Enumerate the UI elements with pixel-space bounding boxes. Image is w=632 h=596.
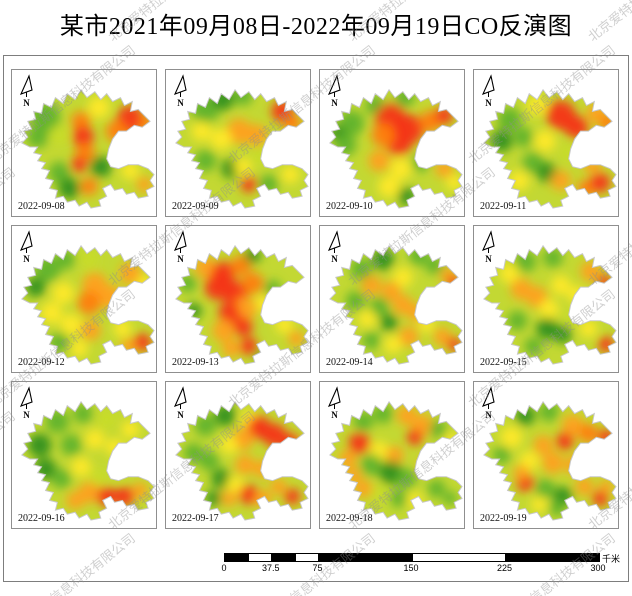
map-panel: N 2022-09-13 [165, 225, 311, 373]
north-arrow-icon: N [19, 386, 33, 420]
scale-bar-segment [412, 554, 506, 561]
scale-tick-label: 150 [403, 563, 419, 573]
co-heatmap [329, 401, 463, 521]
panel-date-label: 2022-09-13 [172, 357, 219, 368]
map-panel: N 2022-09-10 [319, 69, 465, 217]
map-panel: N 2022-09-15 [473, 225, 619, 373]
map-panel: N 2022-09-17 [165, 381, 311, 529]
north-label: N [485, 98, 492, 108]
map-panel: N 2022-09-09 [165, 69, 311, 217]
panel-date-label: 2022-09-09 [172, 201, 219, 212]
map-panel: N 2022-09-12 [11, 225, 157, 373]
panel-date-label: 2022-09-12 [18, 357, 65, 368]
scale-tick-label: 225 [496, 563, 513, 573]
panel-date-label: 2022-09-16 [18, 513, 65, 524]
north-label: N [23, 410, 30, 420]
north-arrow-icon: N [173, 74, 187, 108]
co-heatmap [21, 89, 155, 209]
co-heatmap [483, 89, 617, 209]
scale-bar-segment [271, 554, 296, 561]
scale-bar-segment [248, 554, 272, 561]
map-panel: N 2022-09-19 [473, 381, 619, 529]
north-label: N [331, 254, 338, 264]
map-panel: N 2022-09-16 [11, 381, 157, 529]
north-label: N [331, 98, 338, 108]
map-panel: N 2022-09-14 [319, 225, 465, 373]
co-heatmap [483, 401, 617, 521]
north-label: N [331, 410, 338, 420]
north-arrow-icon: N [19, 230, 33, 264]
panel-date-label: 2022-09-18 [326, 513, 373, 524]
map-panel: N 2022-09-08 [11, 69, 157, 217]
north-arrow-icon: N [481, 74, 495, 108]
north-label: N [23, 254, 30, 264]
figure-frame: N 2022-09-08 N 2022-09-09 [3, 55, 629, 582]
scale-tick-label: 300 [590, 563, 606, 573]
north-label: N [23, 98, 30, 108]
panel-date-label: 2022-09-10 [326, 201, 373, 212]
co-heatmap [175, 245, 309, 365]
scale-bar-segment [225, 554, 249, 561]
north-arrow-icon: N [173, 386, 187, 420]
scale-bar-segment [505, 554, 599, 561]
north-label: N [177, 98, 184, 108]
panel-date-label: 2022-09-19 [480, 513, 527, 524]
north-arrow-icon: N [481, 230, 495, 264]
co-heatmap [329, 89, 463, 209]
co-heatmap [175, 401, 309, 521]
scale-tick-label: 0 [221, 563, 227, 573]
north-arrow-icon: N [327, 386, 341, 420]
co-heatmap [483, 245, 617, 365]
panel-date-label: 2022-09-17 [172, 513, 219, 524]
panel-date-label: 2022-09-11 [480, 201, 527, 212]
map-panel: N 2022-09-11 [473, 69, 619, 217]
north-arrow-icon: N [327, 230, 341, 264]
panel-date-label: 2022-09-08 [18, 201, 65, 212]
scale-tick-label: 37.5 [261, 563, 280, 573]
north-label: N [485, 410, 492, 420]
north-label: N [177, 254, 184, 264]
scale-bar-segment [295, 554, 319, 561]
north-arrow-icon: N [19, 74, 33, 108]
co-heatmap [21, 245, 155, 365]
north-arrow-icon: N [327, 74, 341, 108]
panel-date-label: 2022-09-14 [326, 357, 373, 368]
scale-bar-segment [318, 554, 412, 561]
co-heatmap [21, 401, 155, 521]
map-panel: N 2022-09-18 [319, 381, 465, 529]
panel-date-label: 2022-09-15 [480, 357, 527, 368]
north-label: N [485, 254, 492, 264]
co-heatmap [175, 89, 309, 209]
north-arrow-icon: N [173, 230, 187, 264]
north-label: N [177, 410, 184, 420]
north-arrow-icon: N [481, 386, 495, 420]
scale-tick-label: 75 [312, 563, 323, 573]
co-heatmap [329, 245, 463, 365]
figure-title: 某市2021年09月08日-2022年09月19日CO反演图 [59, 14, 573, 40]
scale-bar [224, 553, 600, 562]
scale-unit-label: 千米 [602, 554, 621, 564]
